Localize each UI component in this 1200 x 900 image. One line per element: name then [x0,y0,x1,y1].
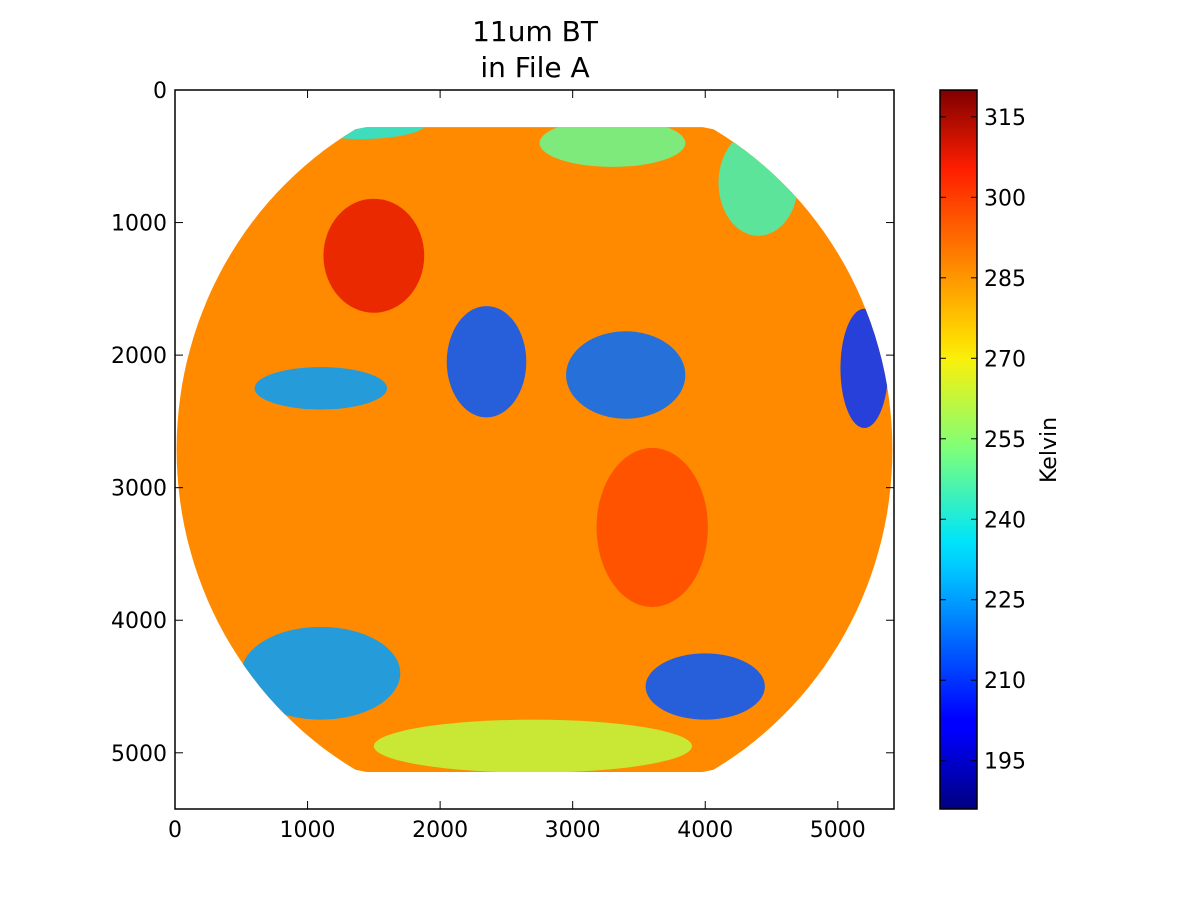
x-tick-label: 0 [168,818,182,843]
colorbar-tick-label: 315 [984,106,1026,131]
y-tick-label: 2000 [111,344,167,369]
feature-itcz-west [254,367,388,410]
x-tick-label: 4000 [677,818,733,843]
x-tick-label: 5000 [810,818,866,843]
colorbar-tick-label: 270 [984,347,1026,372]
feature-central-america-convection [446,306,527,418]
colorbar-tick-label: 255 [984,428,1026,453]
x-tick-label: 1000 [280,818,336,843]
feature-southern-clouds-east [645,653,765,720]
y-axis: 0 1000 2000 3000 4000 5000 [111,79,894,767]
feature-south-america-hot [596,447,708,607]
y-tick-label: 3000 [111,477,167,502]
colorbar-axis: 195 210 225 240 255 270 285 300 315 [940,106,1026,775]
colorbar [939,89,978,810]
x-tick-label: 2000 [412,818,468,843]
colorbar-tick-label: 240 [984,508,1026,533]
earth-disk [176,127,893,773]
plot-frame [174,89,895,810]
colorbar-tick-label: 300 [984,186,1026,211]
chart-title-line-1: 11um BT [472,15,598,48]
colorbar-tick-label: 210 [984,669,1026,694]
x-axis: 0 1000 2000 3000 4000 5000 [168,90,866,843]
colorbar-tick-label: 195 [984,750,1026,775]
y-tick-label: 4000 [111,609,167,634]
colorbar-tick-label: 225 [984,589,1026,614]
feature-swirl-northeast [718,129,799,236]
feature-southern-band [373,719,692,773]
y-tick-label: 1000 [111,212,167,237]
feature-cloud-band-north-pacific [294,127,427,140]
y-tick-label: 0 [153,79,167,104]
feature-southern-clouds-west [241,626,401,720]
chart-title-line-2: in File A [480,51,590,84]
colorbar-label: Kelvin [1037,417,1062,483]
colorbar-tick-label: 285 [984,267,1026,292]
feature-north-atlantic-cloud [539,127,686,167]
y-tick-label: 5000 [111,742,167,767]
feature-hot-desert-north-america [323,198,425,313]
feature-east-edge-cloud [840,308,889,429]
x-tick-label: 3000 [545,818,601,843]
plot-area [176,127,893,773]
feature-atlantic-convection [566,331,686,419]
